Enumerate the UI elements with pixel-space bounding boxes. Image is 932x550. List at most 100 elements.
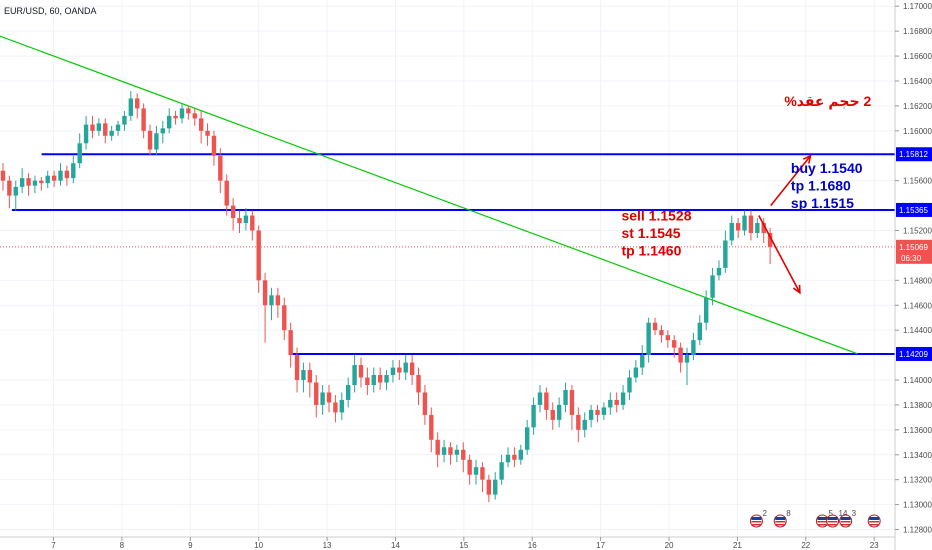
candle-body <box>767 232 773 247</box>
candle <box>26 173 31 196</box>
candle-body <box>358 365 364 378</box>
candle <box>416 367 421 405</box>
economic-events[interactable]: 2 8 5 14 3 <box>749 509 881 528</box>
flag-red-stripe <box>840 521 851 523</box>
y-tick-label: 1.15600 <box>903 177 932 186</box>
candle <box>505 447 511 468</box>
y-tick-label: 1.16200 <box>903 102 932 111</box>
candle <box>282 297 287 341</box>
candle-body <box>403 362 408 373</box>
candle <box>735 218 741 238</box>
x-tick-label: 23 <box>870 541 879 550</box>
candle <box>429 407 434 453</box>
candle <box>397 360 402 381</box>
candle-body <box>397 367 402 373</box>
event-flag-icon <box>867 514 881 528</box>
candle-body <box>691 340 696 356</box>
candle-body <box>109 130 114 136</box>
candle <box>77 133 82 169</box>
candle <box>237 210 242 233</box>
arrows[interactable] <box>758 154 812 295</box>
candle-body <box>716 267 722 276</box>
candle-body <box>339 399 344 413</box>
candle-body <box>409 362 415 376</box>
time-axis[interactable]: 7 8 9 10 13 14 15 16 17 20 21 22 23 <box>51 537 879 550</box>
candle <box>448 442 453 465</box>
x-tick-label: 20 <box>665 541 674 550</box>
event-flag-icon: 8 <box>773 509 791 528</box>
candle <box>576 407 581 443</box>
candle <box>441 439 447 463</box>
candle-body <box>672 340 677 348</box>
candle-body <box>377 375 383 383</box>
x-tick-label: 22 <box>801 541 810 550</box>
candle <box>467 454 472 485</box>
candle-body <box>326 392 332 403</box>
candle <box>582 412 587 438</box>
level-label-bg <box>896 202 932 217</box>
candle-body <box>192 113 197 119</box>
level-label-bg <box>896 147 932 162</box>
candle-body <box>748 215 754 233</box>
candle <box>365 367 370 395</box>
candle <box>371 367 376 393</box>
y-tick-label: 1.16400 <box>903 77 932 86</box>
candle <box>173 110 178 125</box>
symbol-title: EUR/USD, 60, OANDA <box>4 6 97 16</box>
annotation-text: 2 حجم عقد% <box>784 93 871 109</box>
candlesticks <box>0 90 773 503</box>
candle-body <box>64 170 70 179</box>
candle-body <box>576 414 581 430</box>
candle <box>461 442 466 473</box>
level-label: 1.14209 <box>899 350 928 359</box>
level-label: 1.15812 <box>899 150 928 159</box>
candle <box>230 198 236 231</box>
flag-red-stripe <box>869 524 880 526</box>
candle <box>262 272 268 343</box>
candle <box>352 355 357 393</box>
event-flag-icon: 14 <box>826 509 848 528</box>
event-count: 14 <box>839 509 848 518</box>
candle-body <box>537 392 543 405</box>
candle-body <box>531 404 536 428</box>
candle-body <box>544 392 549 410</box>
candle <box>288 322 293 368</box>
candle <box>320 384 325 415</box>
candle-body <box>198 118 204 131</box>
candle-body <box>122 115 127 125</box>
candle-body <box>83 124 89 144</box>
candle-body <box>320 392 325 405</box>
price-level-lines <box>0 153 895 355</box>
flag-red-stripe <box>751 524 762 526</box>
candle-body <box>703 297 709 323</box>
candle <box>729 215 734 246</box>
candle <box>716 260 722 281</box>
candle-body <box>633 367 639 378</box>
candle-body <box>256 230 261 281</box>
candle <box>518 444 523 465</box>
candle-body <box>166 115 172 129</box>
candle-body <box>627 377 632 393</box>
candle <box>154 125 159 156</box>
annotation-text: tp 1.1680 <box>791 178 851 194</box>
candle-body <box>141 108 146 131</box>
candle-body <box>115 124 121 131</box>
candle <box>294 347 300 393</box>
candle-body <box>224 180 229 206</box>
event-count: 5 <box>828 509 833 518</box>
candle <box>588 404 594 428</box>
price-axis[interactable]: 1.17000 1.16800 1.16600 1.16400 1.16200 1.160… <box>895 2 932 535</box>
candle <box>691 332 696 361</box>
flag-blue <box>751 517 762 520</box>
trendline[interactable] <box>0 35 858 355</box>
level-label-bg <box>896 346 932 361</box>
candle-body <box>218 155 223 181</box>
candle-body <box>90 124 95 131</box>
candle <box>122 110 127 131</box>
candle <box>665 330 671 348</box>
candle-body <box>518 449 523 460</box>
candle-body <box>620 392 626 405</box>
arrow-head <box>792 284 801 295</box>
